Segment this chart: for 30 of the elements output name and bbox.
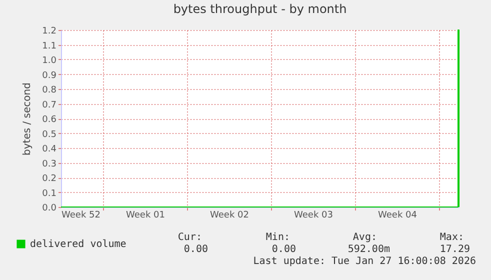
text: Cur:	[178, 232, 202, 243]
y-tick-label: 0.1	[42, 188, 56, 199]
x-tick-label: Week 04	[378, 210, 418, 220]
legend-label: delivered volume	[30, 239, 126, 250]
text: 17.29	[440, 244, 470, 255]
x-tick-label: Week 03	[294, 210, 333, 220]
text: 592.00m	[348, 244, 390, 255]
text: Avg:	[352, 232, 377, 243]
y-tick-label: 0.8	[42, 86, 57, 96]
y-tick-label: 0.9	[42, 70, 57, 81]
y-tick-label: 0.6	[42, 115, 57, 125]
y-tick-label: 0.7	[42, 100, 56, 110]
y-tick-label: 0.4	[42, 144, 57, 154]
x-tick-label: Week 52	[62, 210, 100, 220]
text: Min:	[266, 232, 290, 243]
y-tick-label: 0.3	[42, 159, 56, 170]
y-tick-label: 1.0	[42, 56, 57, 66]
x-tick-label: Week 02	[210, 210, 249, 220]
y-tick-label: 1.2	[42, 26, 56, 36]
text: 0.00	[184, 244, 208, 255]
y-axis-title: bytes / second	[22, 82, 34, 156]
y-tick-label: 1.1	[42, 41, 56, 52]
text: 0.00	[272, 244, 296, 255]
text: Last update: Tue Jan 27 16:00:08 2026	[253, 256, 476, 267]
y-tick-label: 0.5	[42, 130, 56, 140]
text: Max:	[440, 232, 464, 243]
y-tick-label: 0.2	[42, 174, 56, 184]
x-tick-label: Week 01	[126, 210, 165, 220]
y-tick-label: 0.0	[42, 204, 57, 214]
chart-title: bytes throughput - by month	[173, 2, 347, 16]
